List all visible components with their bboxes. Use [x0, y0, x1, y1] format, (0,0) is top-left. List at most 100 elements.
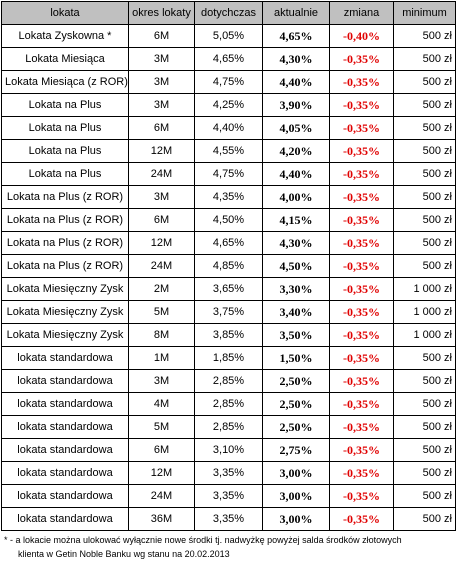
footnote: * - a lokacie można ulokować wyłącznie n…: [4, 533, 402, 561]
cell-lokata: Lokata Miesięczny Zysk: [1, 300, 129, 324]
header-minimum: minimum: [393, 1, 456, 25]
cell-aktualnie: 3,40%: [262, 300, 330, 324]
cell-okres: 12M: [128, 231, 195, 255]
cell-minimum: 1 000 zł: [393, 277, 456, 301]
cell-minimum: 500 zł: [393, 47, 456, 71]
cell-okres: 5M: [128, 415, 195, 439]
cell-dotychczas: 4,40%: [194, 116, 263, 140]
cell-dotychczas: 4,50%: [194, 208, 263, 232]
cell-dotychczas: 2,85%: [194, 415, 263, 439]
cell-minimum: 500 zł: [393, 208, 456, 232]
table-row: Lokata na Plus 3M 4,25% 3,90% -0,35% 500 zł: [1, 93, 456, 117]
cell-zmiana: -0,35%: [329, 461, 394, 485]
cell-lokata: Lokata Miesiąca (z ROR): [1, 70, 129, 94]
cell-zmiana: -0,35%: [329, 507, 394, 531]
deposit-rates-table: lokata okres lokaty dotychczas aktualnie…: [1, 1, 456, 531]
cell-minimum: 1 000 zł: [393, 323, 456, 347]
cell-dotychczas: 3,75%: [194, 300, 263, 324]
cell-minimum: 500 zł: [393, 484, 456, 508]
header-okres-lokaty: okres lokaty: [128, 1, 195, 25]
cell-aktualnie: 3,00%: [262, 484, 330, 508]
cell-okres: 8M: [128, 323, 195, 347]
cell-okres: 3M: [128, 47, 195, 71]
cell-minimum: 500 zł: [393, 438, 456, 462]
cell-lokata: Lokata na Plus: [1, 139, 129, 163]
cell-dotychczas: 3,85%: [194, 323, 263, 347]
cell-lokata: Lokata Miesięczny Zysk: [1, 277, 129, 301]
cell-zmiana: -0,40%: [329, 24, 394, 48]
cell-aktualnie: 3,30%: [262, 277, 330, 301]
cell-dotychczas: 4,65%: [194, 231, 263, 255]
cell-dotychczas: 4,25%: [194, 93, 263, 117]
cell-aktualnie: 3,00%: [262, 507, 330, 531]
header-aktualnie: aktualnie: [262, 1, 330, 25]
cell-minimum: 500 zł: [393, 93, 456, 117]
cell-lokata: lokata standardowa: [1, 392, 129, 416]
cell-lokata: Lokata Miesięczny Zysk: [1, 323, 129, 347]
cell-zmiana: -0,35%: [329, 116, 394, 140]
cell-minimum: 500 zł: [393, 24, 456, 48]
cell-aktualnie: 4,65%: [262, 24, 330, 48]
table-body: Lokata Zyskowna * 6M 5,05% 4,65% -0,40% 500 z…: [1, 24, 456, 531]
header-dotychczas: dotychczas: [194, 1, 263, 25]
cell-okres: 12M: [128, 461, 195, 485]
cell-lokata: Lokata na Plus (z ROR): [1, 185, 129, 209]
cell-zmiana: -0,35%: [329, 392, 394, 416]
cell-lokata: Lokata na Plus: [1, 93, 129, 117]
table-row: lokata standardowa 5M 2,85% 2,50% -0,35% 500 …: [1, 415, 456, 439]
cell-dotychczas: 4,55%: [194, 139, 263, 163]
cell-lokata: lokata standardowa: [1, 507, 129, 531]
cell-aktualnie: 4,20%: [262, 139, 330, 163]
cell-aktualnie: 4,15%: [262, 208, 330, 232]
cell-okres: 1M: [128, 346, 195, 370]
cell-minimum: 500 zł: [393, 139, 456, 163]
cell-zmiana: -0,35%: [329, 185, 394, 209]
table-row: lokata standardowa 3M 2,85% 2,50% -0,35% 500 …: [1, 369, 456, 393]
cell-aktualnie: 1,50%: [262, 346, 330, 370]
table-row: Lokata na Plus 6M 4,40% 4,05% -0,35% 500 zł: [1, 116, 456, 140]
cell-dotychczas: 4,65%: [194, 47, 263, 71]
cell-okres: 3M: [128, 70, 195, 94]
header-lokata: lokata: [1, 1, 129, 25]
table-row: Lokata na Plus (z ROR) 24M 4,85% 4,50% -0,35…: [1, 254, 456, 278]
rates-table-container: lokata okres lokaty dotychczas aktualnie…: [1, 1, 456, 531]
cell-zmiana: -0,35%: [329, 415, 394, 439]
cell-okres: 36M: [128, 507, 195, 531]
cell-aktualnie: 3,00%: [262, 461, 330, 485]
cell-aktualnie: 4,40%: [262, 162, 330, 186]
cell-okres: 6M: [128, 208, 195, 232]
cell-lokata: Lokata na Plus: [1, 116, 129, 140]
cell-minimum: 500 zł: [393, 116, 456, 140]
cell-okres: 2M: [128, 277, 195, 301]
table-row: Lokata Miesięczny Zysk 5M 3,75% 3,40% -0,35%…: [1, 300, 456, 324]
cell-zmiana: -0,35%: [329, 93, 394, 117]
table-row: lokata standardowa 24M 3,35% 3,00% -0,35% 500…: [1, 484, 456, 508]
cell-lokata: Lokata na Plus: [1, 162, 129, 186]
cell-zmiana: -0,35%: [329, 254, 394, 278]
cell-zmiana: -0,35%: [329, 484, 394, 508]
cell-lokata: Lokata na Plus (z ROR): [1, 254, 129, 278]
table-row: lokata standardowa 4M 2,85% 2,50% -0,35% 500 …: [1, 392, 456, 416]
table-row: Lokata na Plus 12M 4,55% 4,20% -0,35% 500 zł: [1, 139, 456, 163]
cell-lokata: lokata standardowa: [1, 461, 129, 485]
cell-dotychczas: 3,35%: [194, 507, 263, 531]
cell-aktualnie: 4,00%: [262, 185, 330, 209]
cell-dotychczas: 4,75%: [194, 162, 263, 186]
cell-dotychczas: 4,75%: [194, 70, 263, 94]
cell-okres: 24M: [128, 484, 195, 508]
cell-zmiana: -0,35%: [329, 139, 394, 163]
cell-minimum: 500 zł: [393, 231, 456, 255]
cell-zmiana: -0,35%: [329, 346, 394, 370]
cell-minimum: 500 zł: [393, 392, 456, 416]
cell-okres: 3M: [128, 369, 195, 393]
cell-lokata: lokata standardowa: [1, 369, 129, 393]
table-header-row: lokata okres lokaty dotychczas aktualnie…: [1, 1, 456, 25]
table-row: lokata standardowa 12M 3,35% 3,00% -0,35% 500…: [1, 461, 456, 485]
table-row: Lokata Miesiąca 3M 4,65% 4,30% -0,35% 500 zł: [1, 47, 456, 71]
cell-zmiana: -0,35%: [329, 300, 394, 324]
table-row: lokata standardowa 6M 3,10% 2,75% -0,35% 500 …: [1, 438, 456, 462]
cell-minimum: 500 zł: [393, 461, 456, 485]
cell-lokata: lokata standardowa: [1, 484, 129, 508]
table-row: Lokata na Plus (z ROR) 12M 4,65% 4,30% -0,35…: [1, 231, 456, 255]
cell-okres: 6M: [128, 438, 195, 462]
